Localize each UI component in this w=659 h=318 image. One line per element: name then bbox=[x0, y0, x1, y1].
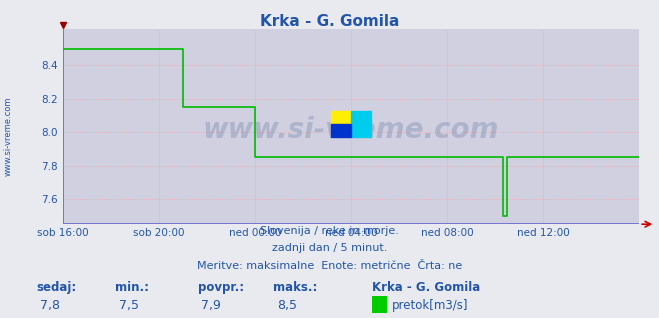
Bar bbox=[351, 124, 371, 137]
Text: Krka - G. Gomila: Krka - G. Gomila bbox=[260, 14, 399, 29]
Text: sedaj:: sedaj: bbox=[36, 281, 76, 294]
Bar bbox=[331, 124, 351, 137]
Text: Meritve: maksimalne  Enote: metrične  Črta: ne: Meritve: maksimalne Enote: metrične Črta… bbox=[197, 260, 462, 271]
Text: 7,9: 7,9 bbox=[201, 300, 221, 312]
Text: 7,5: 7,5 bbox=[119, 300, 138, 312]
Bar bbox=[351, 111, 371, 124]
Text: maks.:: maks.: bbox=[273, 281, 318, 294]
Text: min.:: min.: bbox=[115, 281, 150, 294]
Text: 8,5: 8,5 bbox=[277, 300, 297, 312]
Text: Slovenija / reke in morje.: Slovenija / reke in morje. bbox=[260, 225, 399, 236]
Text: www.si-vreme.com: www.si-vreme.com bbox=[3, 97, 13, 176]
Text: povpr.:: povpr.: bbox=[198, 281, 244, 294]
Text: 7,8: 7,8 bbox=[40, 300, 59, 312]
Text: pretok[m3/s]: pretok[m3/s] bbox=[392, 300, 469, 312]
Text: Krka - G. Gomila: Krka - G. Gomila bbox=[372, 281, 480, 294]
Text: zadnji dan / 5 minut.: zadnji dan / 5 minut. bbox=[272, 243, 387, 253]
Bar bbox=[331, 111, 351, 124]
Text: www.si-vreme.com: www.si-vreme.com bbox=[203, 116, 499, 144]
